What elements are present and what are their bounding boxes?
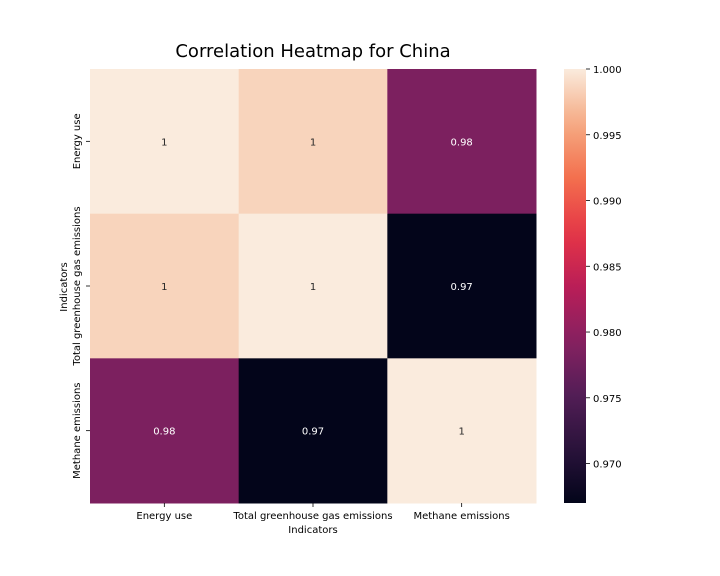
heatmap-annotations: 1 1 0.98 1 1 0.97 0.98 0.97 1	[153, 137, 473, 437]
heatmap-cell	[238, 358, 388, 504]
y-tick-label: Energy use	[72, 113, 83, 169]
heatmap-cell	[387, 213, 537, 359]
y-tick-label: Total greenhouse gas emissions	[72, 206, 83, 366]
chart-title: Correlation Heatmap for China	[175, 41, 450, 62]
colorbar-tick-label: 0.990	[593, 197, 622, 208]
cell-annotation: 0.97	[302, 427, 324, 438]
colorbar-tick-label: 0.975	[593, 394, 622, 405]
cell-annotation: 1	[458, 427, 464, 438]
x-axis-label: Indicators	[288, 525, 337, 536]
heatmap-cell	[90, 69, 240, 215]
colorbar-tick-label: 0.980	[593, 328, 622, 339]
y-axis: Energy use Total greenhouse gas emissions…	[72, 113, 90, 479]
heatmap-cell	[238, 213, 388, 359]
cell-annotation: 0.97	[451, 282, 473, 293]
colorbar-tick-label: 0.985	[593, 262, 622, 273]
cell-annotation: 1	[161, 282, 167, 293]
colorbar-ticks: 1.000 0.995 0.990 0.985 0.980 0.975 0.970	[586, 65, 622, 471]
colorbar-tick-label: 1.000	[593, 65, 622, 76]
colorbar	[564, 69, 586, 503]
x-axis: Energy use Total greenhouse gas emissions…	[136, 503, 510, 522]
colorbar-tick-label: 0.995	[593, 131, 622, 142]
cell-annotation: 1	[310, 282, 316, 293]
cell-annotation: 1	[161, 137, 167, 148]
cell-annotation: 0.98	[153, 427, 175, 438]
heatmap-cells	[90, 69, 537, 504]
x-tick-label: Methane emissions	[413, 511, 509, 522]
heatmap-cell	[387, 358, 537, 504]
heatmap-cell	[90, 358, 240, 504]
y-axis-label: Indicators	[59, 262, 70, 311]
x-tick-label: Energy use	[136, 511, 192, 522]
heatmap-cell	[90, 213, 240, 359]
cell-annotation: 1	[310, 137, 316, 148]
heatmap-cell	[387, 69, 537, 215]
cell-annotation: 0.98	[451, 137, 473, 148]
heatmap-cell	[238, 69, 388, 215]
y-tick-label: Methane emissions	[72, 382, 83, 478]
x-tick-label: Total greenhouse gas emissions	[232, 511, 392, 522]
colorbar-tick-label: 0.970	[593, 460, 622, 471]
